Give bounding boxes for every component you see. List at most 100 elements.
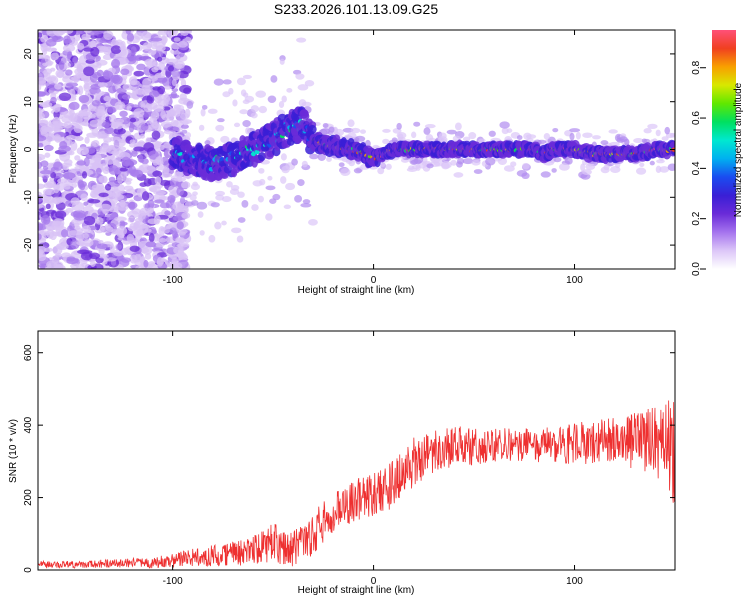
heatmap-cell <box>192 181 198 187</box>
heatmap-cell <box>236 235 244 243</box>
heatmap-cell <box>340 168 351 177</box>
heatmap-cell <box>83 157 90 167</box>
heatmap-cell <box>104 257 117 262</box>
heatmap-cell <box>204 140 211 146</box>
heatmap-cell <box>38 77 47 85</box>
heatmap-cell <box>510 161 517 167</box>
heatmap-cell <box>147 261 156 267</box>
heatmap-cell <box>143 259 149 268</box>
heatmap-cell <box>43 199 50 204</box>
heatmap-cell <box>83 66 95 77</box>
heatmap-cell <box>98 163 111 170</box>
heatmap-cell <box>38 153 46 161</box>
heatmap-cell <box>160 34 168 44</box>
heatmap-cell <box>382 138 390 145</box>
heatmap-cell <box>38 222 44 231</box>
heatmap-cell <box>181 129 188 134</box>
heatmap-cell <box>144 58 157 66</box>
heatmap-cell <box>551 168 557 173</box>
heatmap-cell <box>213 78 224 86</box>
heatmap-cell <box>66 257 79 265</box>
heatmap-cell <box>257 152 266 162</box>
heatmap-cell <box>103 30 114 40</box>
heatmap-cell <box>96 69 104 77</box>
heatmap-cell <box>410 159 422 165</box>
heatmap-cell <box>411 131 417 139</box>
heatmap-cell <box>89 162 96 169</box>
heatmap-cell <box>38 246 47 254</box>
heatmap-cell <box>250 105 259 113</box>
heatmap-cell <box>516 135 523 140</box>
heatmap-cell <box>655 129 661 137</box>
heatmap-cell <box>251 204 259 211</box>
heatmap-cell <box>38 204 44 209</box>
heatmap-cell <box>221 220 227 226</box>
heatmap-cell <box>98 175 107 183</box>
heatmap-cell <box>43 68 52 75</box>
heatmap-cell <box>372 144 380 149</box>
chart-title: S233.2026.101.13.09.G25 <box>274 1 438 17</box>
heatmap-cell <box>97 82 108 88</box>
heatmap-cell <box>294 195 303 203</box>
heatmap-cell <box>98 240 104 245</box>
heatmap-cell <box>114 216 127 222</box>
heatmap-cell <box>43 144 54 152</box>
heatmap-cell <box>423 127 431 135</box>
heatmap-cell <box>133 107 145 118</box>
heatmap-cell <box>43 133 57 142</box>
heatmap-cell <box>38 194 43 203</box>
heatmap-cell <box>413 121 421 127</box>
heatmap-cell <box>569 132 575 141</box>
heatmap-cell <box>38 112 42 121</box>
heatmap-cell <box>633 138 644 144</box>
heatmap-cell <box>45 203 51 210</box>
heatmap-cell <box>233 122 241 128</box>
heatmap-cell <box>641 138 647 144</box>
heatmap-cell <box>148 49 157 56</box>
heatmap-cell <box>167 126 179 132</box>
heatmap-cell <box>52 104 61 113</box>
colorbar-gradient <box>712 30 736 269</box>
heatmap-cell <box>143 104 153 113</box>
heatmap-cell <box>127 52 137 62</box>
heatmap-cell <box>83 232 89 239</box>
heatmap-cell <box>96 243 108 250</box>
heatmap-cell <box>523 132 532 140</box>
heatmap-cell <box>165 58 179 65</box>
heatmap-cell <box>664 126 671 135</box>
heatmap-cell <box>58 60 65 70</box>
heatmap-cell <box>53 184 60 194</box>
heatmap-cell <box>90 46 100 57</box>
heatmap-cell <box>281 165 290 174</box>
heatmap-cell <box>258 167 265 174</box>
heatmap-cell <box>67 150 75 156</box>
heatmap-cell <box>182 119 189 126</box>
heatmap-cell <box>485 157 496 166</box>
heatmap-cell <box>377 167 385 175</box>
heatmap-cell <box>62 111 74 119</box>
heatmap-cell <box>50 47 57 52</box>
heatmap-cell <box>133 146 145 152</box>
heatmap-cell <box>114 101 126 110</box>
heatmap-cell <box>499 121 510 129</box>
heatmap-cell <box>58 92 72 102</box>
heatmap-cell <box>96 45 106 51</box>
heatmap-cell <box>221 196 232 203</box>
heatmap-cell <box>143 178 152 187</box>
heatmap-cell <box>501 127 509 135</box>
heatmap-cell <box>214 221 222 230</box>
heatmap-cell <box>78 180 87 188</box>
heatmap-cell <box>119 199 126 208</box>
heatmap-cell <box>70 263 79 269</box>
heatmap-cell <box>297 179 305 187</box>
y-tick-label: 400 <box>23 416 34 433</box>
heatmap-cell <box>558 163 570 171</box>
heatmap-cell <box>141 31 151 41</box>
heatmap-cell <box>116 87 127 94</box>
heatmap-cell <box>322 123 329 128</box>
heatmap-cell <box>553 157 562 163</box>
heatmap-cell <box>250 112 258 119</box>
heatmap-cell <box>603 164 610 171</box>
heatmap-cell <box>201 104 208 110</box>
